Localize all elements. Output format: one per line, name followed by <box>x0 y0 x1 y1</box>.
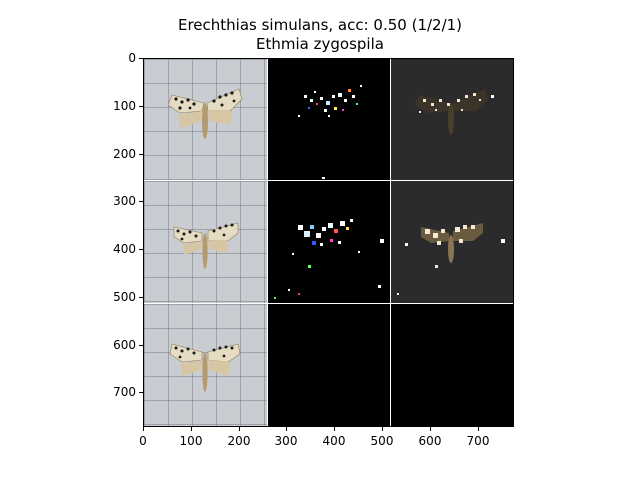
y-tick-label: 0 <box>128 51 136 65</box>
y-tick <box>139 345 143 346</box>
x-tick <box>478 427 479 431</box>
y-tick <box>139 297 143 298</box>
y-tick-label: 500 <box>113 290 136 304</box>
x-tick <box>334 427 335 431</box>
panel-original-2 <box>144 181 267 303</box>
moth-icon <box>169 343 241 392</box>
panel-original-1 <box>144 59 267 180</box>
y-tick <box>139 249 143 250</box>
panel-blank-1 <box>268 304 390 426</box>
x-tick-label: 700 <box>466 434 490 448</box>
moth-icon <box>167 88 243 139</box>
grid-separator <box>267 59 268 426</box>
figure-title: Erechthias simulans, acc: 0.50 (1/2/1) <box>177 16 463 34</box>
y-tick <box>139 201 143 202</box>
x-tick-label: 500 <box>370 434 394 448</box>
grid-separator <box>144 180 513 181</box>
y-tick-label: 200 <box>113 147 136 161</box>
y-tick <box>139 392 143 393</box>
x-tick <box>382 427 383 431</box>
y-tick <box>139 106 143 107</box>
x-tick <box>143 427 144 431</box>
panel-original-3 <box>144 304 267 426</box>
x-tick <box>430 427 431 431</box>
y-tick <box>139 58 143 59</box>
x-tick <box>191 427 192 431</box>
y-tick-label: 700 <box>113 385 136 399</box>
panel-masked-2 <box>391 181 513 303</box>
grid-separator <box>390 59 391 426</box>
panel-saliency-2 <box>268 181 390 303</box>
y-tick-label: 100 <box>113 99 136 113</box>
x-tick-label: 200 <box>227 434 251 448</box>
x-tick-label: 400 <box>322 434 346 448</box>
y-tick <box>139 154 143 155</box>
x-tick <box>239 427 240 431</box>
y-tick-label: 600 <box>113 338 136 352</box>
x-tick-label: 100 <box>179 434 203 448</box>
panel-masked-1 <box>391 59 513 180</box>
figure-subtitle: Ethmia zygospila <box>256 35 384 53</box>
image-grid <box>143 58 514 427</box>
y-tick-label: 400 <box>113 242 136 256</box>
moth-icon <box>173 222 239 269</box>
x-tick <box>286 427 287 431</box>
y-tick-label: 300 <box>113 194 136 208</box>
x-tick-label: 0 <box>139 434 147 448</box>
panel-blank-2 <box>391 304 513 426</box>
panel-saliency-1 <box>268 59 390 180</box>
x-tick-label: 300 <box>274 434 298 448</box>
x-tick-label: 600 <box>418 434 442 448</box>
grid-separator <box>144 303 513 304</box>
